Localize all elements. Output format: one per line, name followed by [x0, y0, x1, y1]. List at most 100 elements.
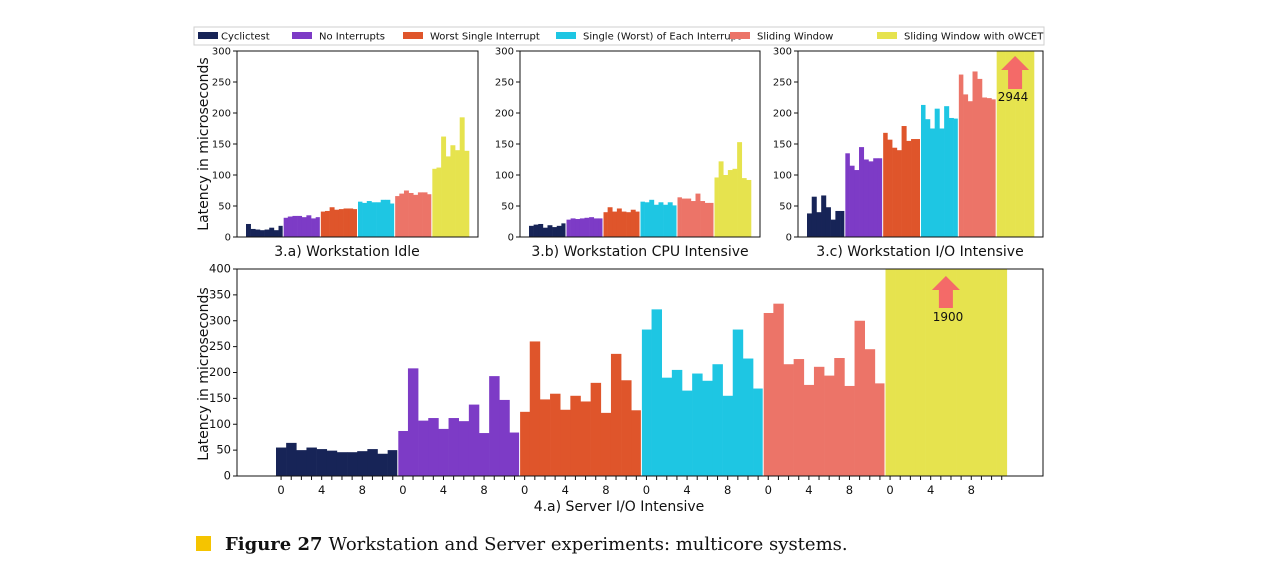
bar	[1015, 51, 1021, 237]
bar	[753, 388, 764, 476]
y-tick-label: 100	[212, 171, 231, 182]
bar	[276, 447, 287, 476]
bar	[390, 203, 395, 237]
bar	[948, 117, 954, 237]
bar	[575, 219, 581, 237]
chart-title: 3.b) Workstation CPU Intensive	[531, 244, 748, 260]
bar	[539, 399, 551, 476]
bar	[343, 208, 349, 237]
bar	[690, 201, 696, 237]
y-tick-label: 200	[495, 109, 514, 120]
bar	[864, 349, 876, 476]
bar	[641, 329, 652, 476]
x-tick-label: 8	[480, 483, 487, 497]
bar	[377, 453, 388, 476]
bar	[570, 395, 581, 476]
bar	[357, 201, 363, 237]
bar	[844, 153, 850, 237]
bar	[925, 269, 937, 476]
bar	[732, 329, 744, 476]
bar	[877, 158, 883, 237]
bar	[981, 97, 988, 237]
bar	[868, 161, 874, 237]
bar	[612, 211, 618, 237]
bar	[640, 201, 645, 237]
y-tick-label: 300	[495, 47, 514, 58]
bar	[915, 269, 926, 476]
legend-swatch	[730, 32, 750, 39]
bar	[630, 209, 636, 237]
bar	[347, 452, 358, 476]
bar	[607, 207, 613, 237]
legend-label: Cyclictest	[221, 32, 270, 43]
bar	[631, 410, 642, 476]
legend-swatch	[292, 32, 312, 39]
x-tick-label: 4	[927, 483, 934, 497]
bar	[579, 218, 585, 237]
bar	[610, 353, 622, 476]
bar	[746, 179, 752, 237]
bar	[763, 312, 774, 476]
bar	[264, 229, 270, 237]
bar	[385, 199, 391, 237]
bar	[428, 418, 439, 476]
bar	[334, 209, 340, 237]
chart-title: 3.a) Workstation Idle	[274, 244, 419, 260]
bar	[552, 227, 558, 237]
bar	[580, 401, 591, 476]
y-tick-label: 100	[495, 171, 514, 182]
y-tick-label: 0	[508, 233, 514, 244]
bar	[939, 128, 945, 237]
x-tick-label: 0	[399, 483, 406, 497]
bar	[287, 216, 293, 237]
up-arrow-icon	[931, 276, 960, 308]
bar	[658, 202, 664, 237]
x-tick-label: 0	[521, 483, 528, 497]
y-tick-label: 200	[209, 365, 231, 379]
overflow-annotation: 1900	[933, 310, 964, 324]
x-tick-label: 8	[602, 483, 609, 497]
bar	[286, 442, 297, 476]
bar	[417, 192, 423, 237]
bar	[311, 218, 316, 237]
bar	[316, 449, 328, 476]
bar	[529, 225, 534, 237]
bar	[682, 390, 693, 476]
bar	[418, 420, 429, 476]
x-tick-label: 0	[277, 483, 284, 497]
bar	[727, 170, 733, 237]
bar	[672, 205, 678, 237]
bar	[246, 223, 251, 237]
y-tick-label: 400	[209, 262, 231, 276]
bar	[986, 98, 992, 238]
bar	[273, 230, 279, 237]
bar	[445, 156, 451, 237]
bar	[986, 269, 997, 476]
bar	[352, 209, 358, 237]
bar	[892, 147, 898, 237]
bar	[297, 215, 303, 237]
chart-title: 4.a) Server I/O Intensive	[534, 499, 705, 515]
bar	[661, 377, 673, 476]
bar	[635, 211, 641, 237]
bar	[1024, 51, 1030, 237]
bar	[458, 421, 470, 476]
bar	[934, 108, 940, 237]
bar	[811, 196, 817, 237]
bar	[966, 269, 977, 476]
bar	[616, 208, 622, 237]
y-tick-label: 150	[212, 140, 231, 151]
bar	[671, 369, 683, 476]
bar	[906, 140, 912, 237]
bar	[422, 192, 428, 237]
bar	[901, 126, 907, 237]
bar	[844, 385, 855, 476]
y-tick-label: 100	[773, 171, 792, 182]
bar	[644, 202, 650, 237]
bar	[783, 364, 794, 476]
bar	[681, 198, 687, 237]
bar	[700, 201, 706, 237]
bar	[895, 269, 906, 476]
bar	[773, 303, 784, 476]
bar	[362, 202, 368, 237]
